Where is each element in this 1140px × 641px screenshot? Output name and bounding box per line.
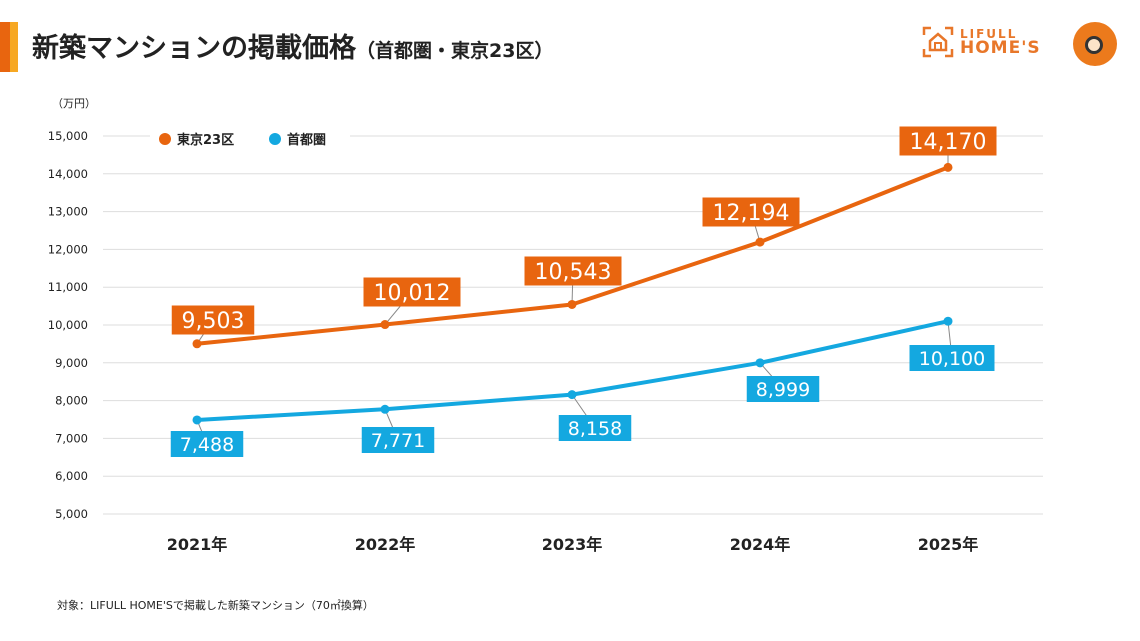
mascot-icon [1073, 22, 1117, 66]
x-tick-label: 2021年 [167, 535, 228, 554]
x-tick-label: 2024年 [730, 535, 791, 554]
data-label-box [171, 305, 255, 335]
logo-line2: HOME'S [960, 37, 1041, 58]
data-point [755, 237, 765, 247]
y-tick-label: 14,000 [48, 167, 88, 181]
data-point [567, 390, 577, 400]
data-label: 8,999 [756, 379, 810, 401]
legend-marker [269, 133, 281, 145]
footnote: 対象：LIFULL HOME'Sで掲載した新築マンション（70㎡換算） [57, 599, 374, 612]
legend-bg [150, 126, 350, 146]
data-point [567, 299, 577, 309]
y-tick-label: 8,000 [55, 394, 88, 408]
data-label-box [170, 431, 244, 457]
title-main: 新築マンションの掲載価格 [32, 33, 356, 64]
y-tick-label: 15,000 [48, 129, 88, 143]
data-label: 10,100 [919, 348, 985, 370]
data-point [192, 339, 202, 349]
title-subtitle: （首都圏・東京23区） [356, 40, 554, 62]
y-tick-label: 10,000 [48, 318, 88, 332]
lifull-logo: LIFULL HOME'S [922, 26, 1041, 58]
accent-bar-light [10, 22, 18, 72]
data-label: 9,503 [182, 309, 245, 334]
x-tick-label: 2023年 [542, 535, 603, 554]
legend-marker [159, 133, 171, 145]
y-tick-label: 12,000 [48, 242, 88, 256]
data-point [380, 404, 390, 414]
data-label-box [361, 427, 435, 453]
data-point [755, 358, 765, 368]
y-tick-label: 13,000 [48, 205, 88, 219]
data-label: 7,771 [371, 430, 425, 452]
data-point [943, 162, 953, 172]
logo-line1: LIFULL [960, 26, 1018, 41]
data-label: 12,194 [713, 201, 790, 226]
y-tick-label: 11,000 [48, 280, 88, 294]
data-label-box [746, 376, 820, 402]
data-label-box [899, 126, 997, 156]
data-point [192, 415, 202, 425]
y-tick-label: 7,000 [55, 431, 88, 445]
legend-label: 首都圏 [287, 132, 326, 148]
x-tick-label: 2022年 [355, 535, 416, 554]
y-tick-label: 5,000 [55, 507, 88, 521]
y-tick-label: 6,000 [55, 469, 88, 483]
data-label: 7,488 [180, 434, 234, 456]
page-title: 新築マンションの掲載価格（首都圏・東京23区） [32, 26, 553, 65]
series-line [196, 165, 949, 346]
data-label: 8,158 [568, 418, 622, 440]
data-label: 10,543 [535, 260, 612, 285]
data-point [943, 316, 953, 326]
y-axis-unit: （万円） [52, 97, 96, 110]
x-tick-label: 2025年 [918, 535, 979, 554]
legend-label: 東京23区 [177, 132, 234, 148]
data-label-box [558, 415, 632, 441]
data-label-box [909, 345, 995, 371]
data-label: 14,170 [910, 130, 987, 155]
house-icon [922, 26, 954, 58]
y-tick-label: 9,000 [55, 356, 88, 370]
data-point [380, 320, 390, 330]
data-label-box [524, 256, 622, 286]
data-label-box [363, 277, 461, 307]
accent-bar [0, 22, 10, 72]
data-label-box [702, 197, 800, 227]
data-label: 10,012 [374, 281, 451, 306]
series-line [196, 319, 949, 422]
